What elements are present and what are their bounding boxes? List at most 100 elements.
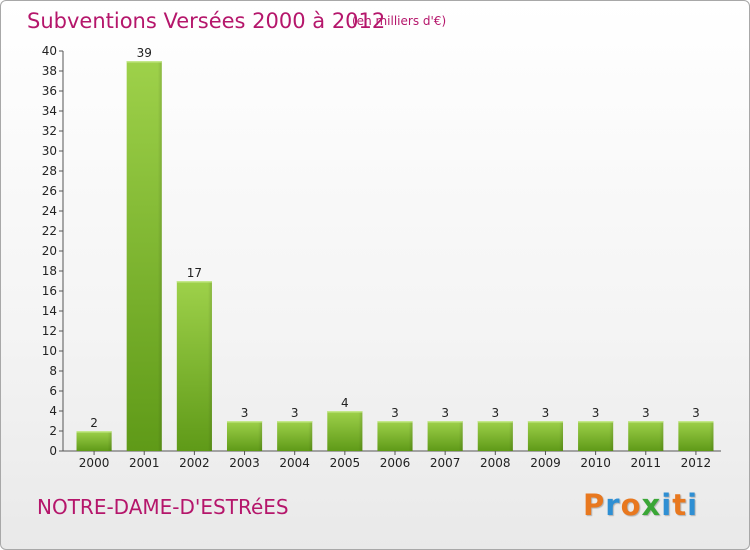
bar-2009 [527, 421, 564, 451]
bar [377, 421, 413, 451]
y-tick-label: 8 [49, 364, 57, 378]
y-tick-label: 26 [42, 184, 57, 198]
bar-shade [609, 421, 614, 451]
data-label: 4 [341, 396, 349, 410]
bar-shade [157, 61, 162, 451]
bar-shade [207, 281, 212, 451]
bar-2007 [427, 421, 463, 451]
bar [477, 421, 513, 451]
bar [427, 421, 463, 451]
bar-highlight [277, 421, 313, 423]
x-tick-label: 2005 [330, 456, 361, 470]
bar-shade [659, 421, 664, 451]
y-tick-label: 34 [42, 104, 57, 118]
y-tick-label: 12 [42, 324, 57, 338]
y-tick-label: 18 [42, 264, 57, 278]
bar-highlight [126, 61, 162, 63]
bar-highlight [377, 421, 413, 423]
bar-shade [709, 421, 714, 451]
bar [176, 281, 212, 451]
bar-2008 [477, 421, 513, 451]
bar-shade [559, 421, 564, 451]
bar [578, 421, 614, 451]
data-label: 3 [692, 406, 700, 420]
bar-2003 [226, 421, 263, 451]
y-tick-label: 10 [42, 344, 57, 358]
bar-highlight [527, 421, 564, 423]
bar-highlight [427, 421, 463, 423]
bar-2005 [327, 411, 363, 451]
y-tick-label: 20 [42, 244, 57, 258]
bar-highlight [477, 421, 513, 423]
x-tick-label: 2006 [380, 456, 411, 470]
x-tick-label: 2007 [430, 456, 461, 470]
bar-highlight [628, 421, 664, 423]
data-label: 3 [241, 406, 249, 420]
bar-2002 [176, 281, 212, 451]
logo-letter: i [687, 488, 699, 522]
y-tick-label: 36 [42, 84, 57, 98]
y-tick-label: 4 [49, 404, 57, 418]
x-tick-label: 2011 [630, 456, 661, 470]
bar-highlight [578, 421, 614, 423]
bar-highlight [176, 281, 212, 283]
y-tick-label: 40 [42, 44, 57, 58]
bar [126, 61, 162, 451]
y-tick-label: 16 [42, 284, 57, 298]
bar [628, 421, 664, 451]
data-label: 17 [187, 266, 202, 280]
commune-name: NOTRE-DAME-D'ESTRéES [37, 495, 289, 519]
bar-2011 [628, 421, 664, 451]
bar-2012 [678, 421, 714, 451]
bar-2006 [377, 421, 413, 451]
x-tick-label: 2008 [480, 456, 511, 470]
bar [277, 421, 313, 451]
logo-letter: i [661, 488, 673, 522]
bar-shade [458, 421, 463, 451]
logo-letter: x [641, 488, 662, 522]
data-labels: 2 39 17 3 3 4 3 3 3 3 3 3 3 [90, 46, 699, 430]
logo-letter: r [605, 488, 621, 522]
y-tick-label: 22 [42, 224, 57, 238]
bar-2010 [578, 421, 614, 451]
bar [327, 411, 363, 451]
logo-letter: t [672, 488, 688, 522]
bars [76, 61, 714, 451]
logo-letter: o [620, 488, 642, 522]
y-tick-label: 2 [49, 424, 57, 438]
logo-letter: P [583, 488, 606, 522]
bar [76, 431, 112, 451]
data-label: 3 [291, 406, 299, 420]
bar-2000 [76, 431, 112, 451]
y-tick-label: 24 [42, 204, 57, 218]
bar-shade [358, 411, 363, 451]
data-label: 3 [642, 406, 650, 420]
x-axis: 2000 2001 2002 2003 2004 2005 2006 2007 2008 2009… [63, 450, 721, 470]
bar-shade [308, 421, 313, 451]
x-tick-label: 2010 [580, 456, 611, 470]
bar-shade [107, 431, 112, 451]
bar-highlight [678, 421, 714, 423]
proxiti-logo[interactable]: Proxiti [583, 488, 698, 522]
x-tick-label: 2000 [79, 456, 110, 470]
y-tick-label: 0 [49, 444, 57, 458]
y-tick-label: 32 [42, 124, 57, 138]
x-tick-label: 2004 [279, 456, 310, 470]
bar-shade [258, 421, 263, 451]
chart-title: Subventions Versées 2000 à 2012 [27, 9, 386, 33]
chart-subtitle: (en milliers d'€) [352, 14, 447, 28]
bar [527, 421, 564, 451]
y-tick-label: 14 [42, 304, 57, 318]
data-label: 3 [491, 406, 499, 420]
x-tick-label: 2003 [229, 456, 260, 470]
data-label: 3 [391, 406, 399, 420]
data-label: 3 [592, 406, 600, 420]
y-tick-label: 30 [42, 144, 57, 158]
bar-highlight [76, 431, 112, 433]
bar-highlight [226, 421, 263, 423]
bar-highlight [327, 411, 363, 413]
bar [226, 421, 263, 451]
